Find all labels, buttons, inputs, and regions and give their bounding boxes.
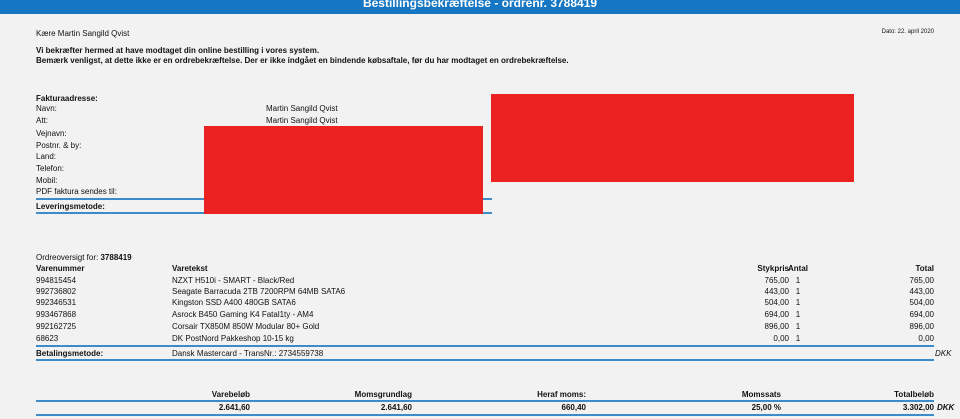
- item-unit-price: 0,00: [773, 334, 789, 343]
- billing-heading: Fakturaadresse:: [36, 94, 98, 103]
- table-row: 68623 DK PostNord Pakkeshop 10-15 kg 0,0…: [36, 334, 936, 343]
- item-unit-price: 443,00: [764, 287, 789, 296]
- billing-label-att: Att:: [36, 116, 49, 125]
- item-no: 992162725: [36, 322, 77, 331]
- item-total: 0,00: [918, 334, 934, 343]
- item-description: Seagate Barracuda 2TB 7200RPM 64MB SATA6: [172, 287, 346, 296]
- page-title: Bestillingsbekræftelse - ordrenr. 378841…: [362, 0, 598, 10]
- col-item-no: Varenummer: [36, 264, 85, 273]
- item-unit-price: 765,00: [764, 276, 789, 285]
- item-description: NZXT H510i - SMART - Black/Red: [172, 276, 295, 285]
- item-total: 504,00: [909, 298, 934, 307]
- item-total: 694,00: [909, 310, 934, 319]
- table-row: 992736802 Seagate Barracuda 2TB 7200RPM …: [36, 287, 936, 296]
- item-qty: 1: [795, 322, 801, 331]
- label-vat-base: Momsgrundlag: [354, 390, 412, 399]
- billing-label-postal: Postnr. & by:: [36, 141, 82, 150]
- intro-line-2: Bemærk venligst, at dette ikke er en ord…: [36, 56, 569, 65]
- totals-divider-bottom: [36, 414, 934, 416]
- value-total: 3.302,00: [902, 403, 934, 412]
- billing-label-mobile: Mobil:: [36, 176, 58, 185]
- value-vat-rate: 25,00 %: [751, 403, 781, 412]
- table-row: 992346531 Kingston SSD A400 480GB SATA6 …: [36, 298, 936, 307]
- item-total: 443,00: [909, 287, 934, 296]
- item-description: Corsair TX850M 850W Modular 80+ Gold: [172, 322, 320, 331]
- order-table-header: Varenummer Varetekst Stykpris Antal Tota…: [36, 264, 936, 273]
- totals-values: 2.641,60 2.641,60 660,40 25,00 % 3.302,0…: [36, 403, 954, 412]
- item-description: DK PostNord Pakkeshop 10-15 kg: [172, 334, 294, 343]
- item-total: 896,00: [909, 322, 934, 331]
- item-qty: 1: [795, 334, 801, 343]
- totals-header: Varebeløb Momsgrundlag Heraf moms: Momss…: [36, 390, 936, 399]
- payment-method-label: Betalingsmetode:: [36, 349, 104, 358]
- table-row: 993467868 Asrock B450 Gaming K4 Fatal1ty…: [36, 310, 936, 319]
- billing-value-att: Martin Sangild Qvist: [266, 116, 338, 125]
- value-currency: DKK: [937, 403, 955, 412]
- order-number: 3788419: [100, 253, 132, 262]
- item-description: Asrock B450 Gaming K4 Fatal1ty - AM4: [172, 310, 314, 319]
- item-no: 993467868: [36, 310, 77, 319]
- order-overview: Ordreoversigt for: 3788419: [36, 253, 132, 262]
- item-total: 765,00: [909, 276, 934, 285]
- billing-label-name: Navn:: [36, 104, 57, 113]
- item-unit-price: 896,00: [764, 322, 789, 331]
- delivery-method-label: Leveringsmetode:: [36, 202, 105, 211]
- col-qty: Antal: [788, 264, 808, 273]
- item-description: Kingston SSD A400 480GB SATA6: [172, 298, 296, 307]
- col-total: Total: [915, 264, 934, 273]
- greeting: Kære Martin Sangild Qvist: [36, 29, 130, 38]
- order-overview-label: Ordreoversigt for:: [36, 253, 99, 262]
- item-qty: 1: [795, 298, 801, 307]
- payment-currency: DKK: [935, 349, 952, 358]
- billing-label-street: Vejnavn:: [36, 129, 67, 138]
- value-vat: 660,40: [561, 403, 586, 412]
- intro-line-1: Vi bekræfter hermed at have modtaget din…: [36, 46, 320, 55]
- label-total: Totalbeløb: [894, 390, 934, 399]
- label-vat: Heraf moms:: [537, 390, 586, 399]
- item-unit-price: 504,00: [764, 298, 789, 307]
- item-no: 992736802: [36, 287, 77, 296]
- item-qty: 1: [795, 287, 801, 296]
- payment-divider: [36, 359, 934, 361]
- redaction-block-left: [204, 126, 483, 214]
- value-vat-base: 2.641,60: [380, 403, 412, 412]
- item-unit-price: 694,00: [764, 310, 789, 319]
- billing-label-country: Land:: [36, 152, 57, 161]
- item-no: 68623: [36, 334, 59, 343]
- label-vat-rate: Momssats: [741, 390, 781, 399]
- totals-divider-top: [36, 400, 934, 402]
- table-row: 992162725 Corsair TX850M 850W Modular 80…: [36, 322, 936, 331]
- billing-label-pdf: PDF faktura sendes til:: [36, 187, 117, 196]
- item-no: 992346531: [36, 298, 77, 307]
- col-description: Varetekst: [172, 264, 208, 273]
- item-no: 994815454: [36, 276, 77, 285]
- label-item-amount: Varebeløb: [211, 390, 250, 399]
- items-divider: [36, 345, 934, 347]
- payment-row: Betalingsmetode: Dansk Mastercard - Tran…: [36, 349, 951, 358]
- item-qty: 1: [795, 310, 801, 319]
- header-bar: Bestillingsbekræftelse - ordrenr. 378841…: [0, 0, 960, 14]
- billing-value-name: Martin Sangild Qvist: [266, 104, 338, 113]
- item-qty: 1: [795, 276, 801, 285]
- order-date: Dato: 22. april 2020: [881, 29, 934, 35]
- value-item-amount: 2.641,60: [218, 403, 250, 412]
- table-row: 994815454 NZXT H510i - SMART - Black/Red…: [36, 276, 936, 285]
- col-unit-price: Stykpris: [757, 264, 789, 273]
- billing-label-phone: Telefon:: [36, 164, 65, 173]
- redaction-block-right: [491, 94, 854, 182]
- payment-method-value: Dansk Mastercard - TransNr.: 2734559738: [172, 349, 324, 358]
